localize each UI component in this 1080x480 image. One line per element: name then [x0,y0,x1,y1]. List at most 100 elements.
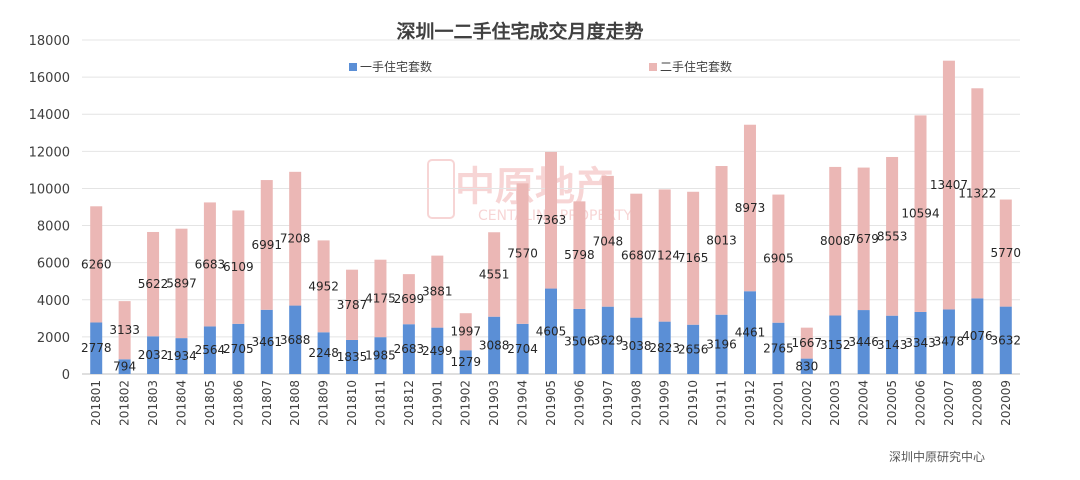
data-label-new: 3632 [991,333,1022,347]
bar-resale-201807 [260,180,273,310]
legend-swatch-resale [649,63,657,71]
data-label-resale: 8013 [706,233,737,247]
data-label-new: 3461 [251,335,282,349]
x-tick-label: 201801 [89,380,103,426]
bar-new-202008 [971,298,984,374]
data-label-resale: 1997 [450,325,481,339]
data-label-new: 3143 [877,338,908,352]
legend-label-new: 一手住宅套数 [360,59,432,74]
legend: 一手住宅套数 二手住宅套数 [349,59,732,74]
bar-new-201802 [118,359,131,374]
bar-resale-202005 [886,156,899,316]
data-label-resale: 7048 [593,234,624,248]
x-tick-label: 202007 [942,380,956,426]
bar-new-202004 [857,310,870,374]
chart-title: 深圳一二手住宅成交月度走势 [396,20,643,43]
x-tick-label: 202005 [885,380,899,426]
data-label-new: 2765 [763,341,794,355]
bar-new-201801 [90,322,103,374]
bar-new-201904 [516,323,529,374]
bar-new-202001 [772,322,785,374]
data-label-resale: 6905 [763,252,794,266]
data-label-new: 4076 [962,329,993,343]
x-tick-label: 201901 [430,380,444,426]
data-label-new: 2823 [649,341,680,355]
data-label-new: 3446 [848,335,879,349]
data-label-new: 4461 [735,326,766,340]
data-label-new: 4605 [536,324,567,338]
data-label-new: 2705 [223,342,254,356]
y-tick-label: 6000 [37,257,70,272]
bar-new-201907 [601,306,614,374]
x-tick-label: 201808 [288,380,302,426]
data-label-new: 1934 [166,349,197,363]
data-label-resale: 7679 [848,232,879,246]
data-label-resale: 13407 [930,178,968,192]
data-label-new: 2564 [195,343,226,357]
bar-resale-201811 [374,259,387,338]
y-tick-label: 2000 [37,331,70,346]
bar-new-201905 [545,288,557,374]
x-tick-label: 202008 [970,380,984,426]
bar-new-201906 [573,308,586,374]
bar-new-202007 [942,309,955,374]
bar-new-201807 [260,309,273,374]
data-label-new: 1279 [450,355,481,369]
bar-resale-202004 [857,167,870,311]
bar-new-201903 [488,316,501,374]
y-tick-label: 18000 [29,34,70,49]
bar-new-201901 [431,327,444,374]
data-label-new: 3088 [479,338,510,352]
x-tick-label: 201905 [544,380,558,426]
x-tick-label: 201911 [715,380,729,426]
data-label-resale: 5622 [138,277,169,291]
x-tick-label: 202009 [999,380,1013,426]
bar-new-201803 [147,336,160,374]
bar-resale-201910 [687,191,700,325]
data-label-new: 3038 [621,339,652,353]
data-label-resale: 5798 [564,248,595,262]
data-label-resale: 7570 [507,247,538,261]
data-label-resale: 7363 [536,213,567,227]
x-tick-label: 201803 [146,380,160,426]
y-tick-label: 10000 [29,182,70,197]
data-label-resale: 4551 [479,267,510,281]
watermark-seal [427,159,455,219]
bar-resale-201810 [346,269,359,340]
bar-new-202006 [914,311,927,374]
bar-resale-202007 [942,60,955,310]
bar-resale-202006 [914,115,927,312]
data-label-new: 3196 [706,337,737,351]
bar-new-201812 [402,324,415,374]
bar-resale-201908 [630,193,643,318]
y-tick-label: 16000 [29,71,70,86]
data-label-resale: 4175 [365,291,396,305]
bar-resale-201902 [459,313,472,351]
data-label-resale: 7208 [280,232,311,246]
data-label-new: 2499 [422,344,453,358]
bar-new-201912 [743,291,756,374]
data-label-new: 3343 [905,336,936,350]
data-label-resale: 10594 [901,207,939,221]
bar-resale-201905 [545,151,557,289]
x-tick-label: 201812 [402,380,416,426]
x-tick-label: 202006 [914,380,928,426]
data-label-new: 794 [113,360,136,374]
bar-new-201808 [289,305,302,374]
x-tick-label: 201802 [118,380,132,426]
x-tick-label: 201902 [459,380,473,426]
data-label-resale: 4952 [308,279,339,293]
data-label-resale: 2699 [394,292,425,306]
data-label-resale: 6683 [195,257,226,271]
bar-resale-202002 [800,327,813,359]
x-tick-label: 201909 [658,380,672,426]
bar-new-201804 [175,338,188,374]
data-label-resale: 3787 [337,298,368,312]
y-axis-ticks: 0 2000 4000 6000 8000 10000 12000 14000 16000 180… [29,34,70,383]
x-tick-label: 201907 [601,380,615,426]
y-tick-label: 4000 [37,294,70,309]
x-tick-label: 201903 [487,380,501,426]
data-label-resale: 1667 [792,336,823,350]
data-label-resale: 6991 [251,238,282,252]
